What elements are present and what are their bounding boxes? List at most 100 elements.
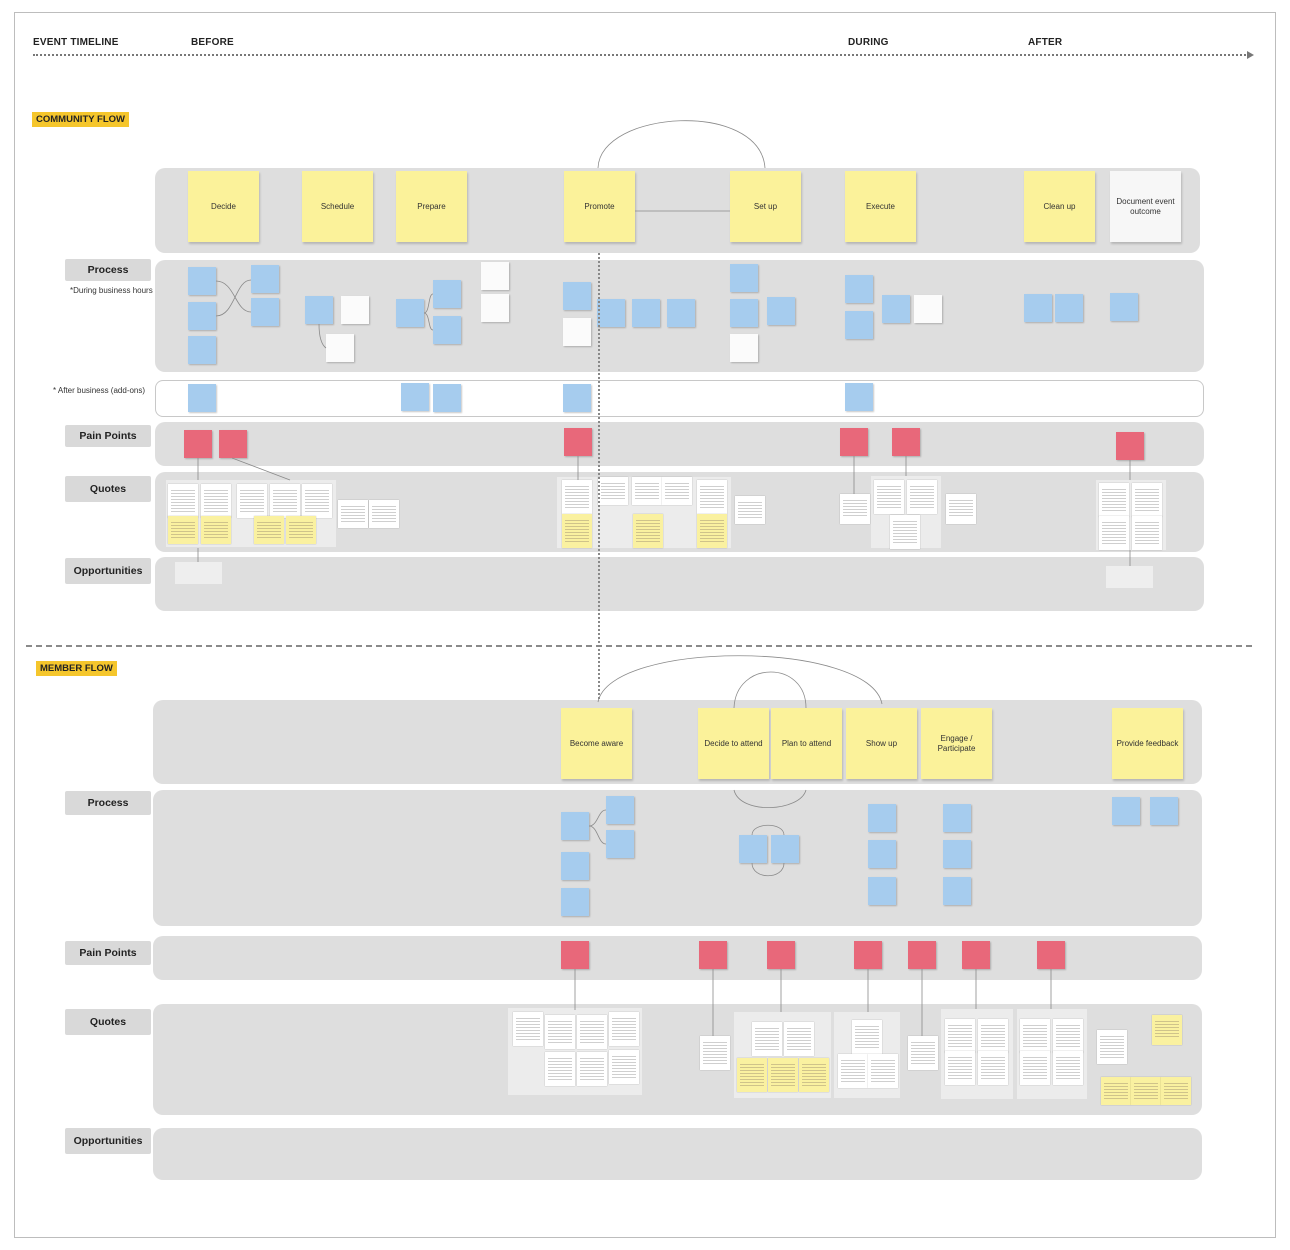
pain-point-sticky bbox=[840, 428, 868, 456]
pain-point-sticky bbox=[962, 941, 990, 969]
process-sticky bbox=[767, 297, 795, 325]
community-opportunities-lane bbox=[155, 557, 1204, 611]
quote-card bbox=[908, 1036, 938, 1070]
quote-card-highlighted bbox=[737, 1058, 767, 1092]
quote-card bbox=[874, 480, 904, 514]
quote-card bbox=[609, 1050, 639, 1084]
pain-point-sticky bbox=[892, 428, 920, 456]
member-pain-label: Pain Points bbox=[65, 941, 151, 965]
member-stage-lane bbox=[153, 700, 1202, 784]
quote-card-highlighted bbox=[768, 1058, 798, 1092]
process-sticky bbox=[845, 311, 873, 339]
quote-card bbox=[1099, 516, 1129, 550]
quote-card-highlighted bbox=[1101, 1077, 1131, 1105]
community-process-label: Process bbox=[65, 259, 151, 281]
process-sticky bbox=[597, 299, 625, 327]
quote-card bbox=[838, 1054, 868, 1088]
stage-show-up: Show up bbox=[846, 708, 917, 779]
process-sticky bbox=[1055, 294, 1083, 322]
phase-during: DURING bbox=[848, 37, 889, 48]
member-opportunities-lane bbox=[153, 1128, 1202, 1180]
quote-card bbox=[270, 484, 300, 518]
quote-card bbox=[513, 1012, 543, 1046]
quote-card bbox=[907, 480, 937, 514]
process-sticky bbox=[305, 296, 333, 324]
quote-card-highlighted bbox=[562, 514, 592, 548]
process-sticky bbox=[882, 295, 910, 323]
process-sticky bbox=[739, 835, 767, 863]
quote-card bbox=[890, 515, 920, 549]
quote-card bbox=[338, 500, 368, 528]
quote-card-highlighted bbox=[697, 514, 727, 548]
process-sticky bbox=[563, 318, 591, 346]
phase-after: AFTER bbox=[1028, 37, 1063, 48]
quote-card bbox=[577, 1015, 607, 1049]
stage-execute: Execute bbox=[845, 171, 916, 242]
quote-card bbox=[302, 484, 332, 518]
quote-card-highlighted bbox=[1131, 1077, 1161, 1105]
community-flow-tag: COMMUNITY FLOW bbox=[32, 112, 130, 127]
timeline-title: EVENT TIMELINE bbox=[33, 37, 119, 48]
process-sticky bbox=[1150, 797, 1178, 825]
process-sticky bbox=[868, 877, 896, 905]
member-pain-lane bbox=[153, 936, 1202, 980]
community-addons-lane bbox=[155, 380, 1204, 417]
process-sticky bbox=[561, 812, 589, 840]
process-sticky bbox=[730, 334, 758, 362]
stage-decide: Decide bbox=[188, 171, 259, 242]
quote-card bbox=[545, 1015, 575, 1049]
process-sticky bbox=[326, 334, 354, 362]
pain-point-sticky bbox=[908, 941, 936, 969]
stage-schedule: Schedule bbox=[302, 171, 373, 242]
pain-point-sticky bbox=[561, 941, 589, 969]
member-quotes-label: Quotes bbox=[65, 1009, 151, 1035]
stage-become-aware: Become aware bbox=[561, 708, 632, 779]
addon-sticky bbox=[433, 384, 461, 412]
opportunity-card bbox=[1106, 566, 1153, 588]
quote-card bbox=[978, 1051, 1008, 1085]
process-sticky bbox=[730, 264, 758, 292]
process-sticky bbox=[188, 302, 216, 330]
process-sticky bbox=[868, 840, 896, 868]
quote-card bbox=[1053, 1051, 1083, 1085]
pain-point-sticky bbox=[699, 941, 727, 969]
quote-card bbox=[168, 484, 198, 518]
pain-point-sticky bbox=[767, 941, 795, 969]
quote-card-highlighted bbox=[254, 516, 284, 544]
quote-card bbox=[609, 1012, 639, 1046]
quote-card bbox=[735, 496, 765, 524]
quote-card bbox=[945, 1019, 975, 1053]
quote-card-highlighted bbox=[799, 1058, 829, 1092]
process-sticky bbox=[188, 267, 216, 295]
pain-point-sticky bbox=[564, 428, 592, 456]
quote-card bbox=[662, 477, 692, 505]
addon-sticky bbox=[188, 384, 216, 412]
timeline-line bbox=[33, 54, 1246, 56]
stage-promote: Promote bbox=[564, 171, 635, 242]
stage-prepare: Prepare bbox=[396, 171, 467, 242]
process-sticky bbox=[481, 262, 509, 290]
stage-clean-up: Clean up bbox=[1024, 171, 1095, 242]
pain-point-sticky bbox=[854, 941, 882, 969]
quote-card bbox=[752, 1022, 782, 1056]
quote-card bbox=[978, 1019, 1008, 1053]
process-sticky bbox=[943, 840, 971, 868]
process-sticky bbox=[481, 294, 509, 322]
process-sticky bbox=[563, 282, 591, 310]
process-sticky bbox=[771, 835, 799, 863]
after-business-note: * After business (add-ons) bbox=[53, 386, 146, 395]
business-hours-note: *During business hours bbox=[70, 286, 153, 295]
addon-sticky bbox=[401, 383, 429, 411]
quote-card-highlighted bbox=[1152, 1015, 1182, 1045]
quote-card bbox=[1099, 483, 1129, 517]
addon-sticky bbox=[563, 384, 591, 412]
opportunity-card bbox=[175, 562, 222, 584]
quote-card bbox=[945, 1051, 975, 1085]
process-sticky bbox=[433, 280, 461, 308]
process-sticky bbox=[730, 299, 758, 327]
quote-card bbox=[545, 1052, 575, 1086]
process-sticky bbox=[561, 852, 589, 880]
process-sticky bbox=[561, 888, 589, 916]
community-pain-label: Pain Points bbox=[65, 425, 151, 447]
stage-provide-feedback: Provide feedback bbox=[1112, 708, 1183, 779]
